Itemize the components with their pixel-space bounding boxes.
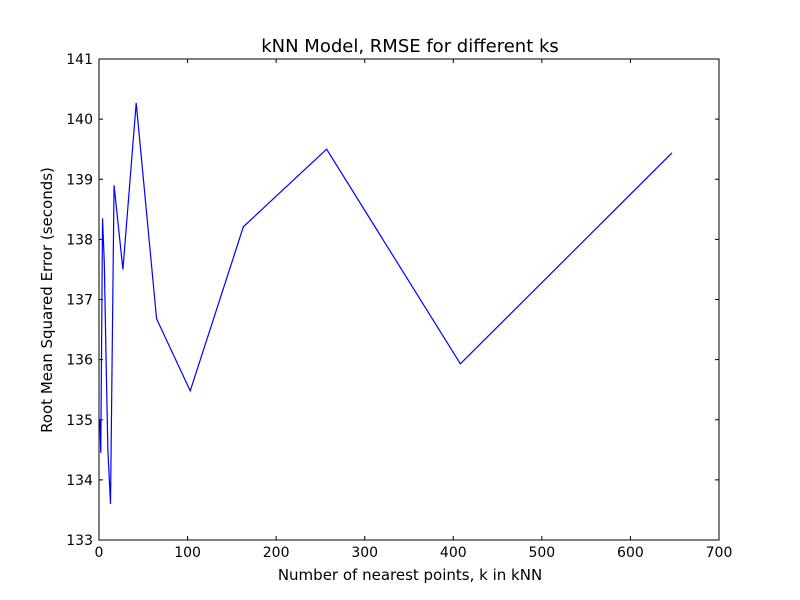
x-tick-label: 600 (617, 545, 644, 561)
x-tick-label: 100 (174, 545, 201, 561)
y-tick-label: 139 (66, 172, 93, 188)
y-tick-label: 141 (66, 52, 93, 68)
x-tick-label: 500 (528, 545, 555, 561)
series-line-0 (99, 102, 673, 504)
y-tick-label: 140 (66, 112, 93, 128)
y-tick-label: 138 (66, 232, 93, 248)
x-tick-label: 0 (95, 545, 104, 561)
y-tick-label: 136 (66, 353, 93, 369)
y-tick-label: 134 (66, 473, 93, 489)
y-tick-label: 137 (66, 293, 93, 309)
plot-area (98, 58, 720, 541)
y-axis-label: Root Mean Squared Error (seconds) (38, 167, 56, 433)
y-tick-label: 133 (66, 533, 93, 549)
x-axis-label: Number of nearest points, k in kNN (278, 566, 542, 584)
chart-title: kNN Model, RMSE for different ks (261, 36, 559, 57)
y-tick-label: 135 (66, 413, 93, 429)
series-group (99, 102, 673, 504)
x-tick-label: 300 (351, 545, 378, 561)
x-tick-label: 200 (263, 545, 290, 561)
axis-ticks: 0 100 200 300 400 500 600 700 133 134 135 136 137 138… (66, 52, 732, 561)
x-tick-label: 400 (440, 545, 467, 561)
x-tick-label: 700 (706, 545, 733, 561)
